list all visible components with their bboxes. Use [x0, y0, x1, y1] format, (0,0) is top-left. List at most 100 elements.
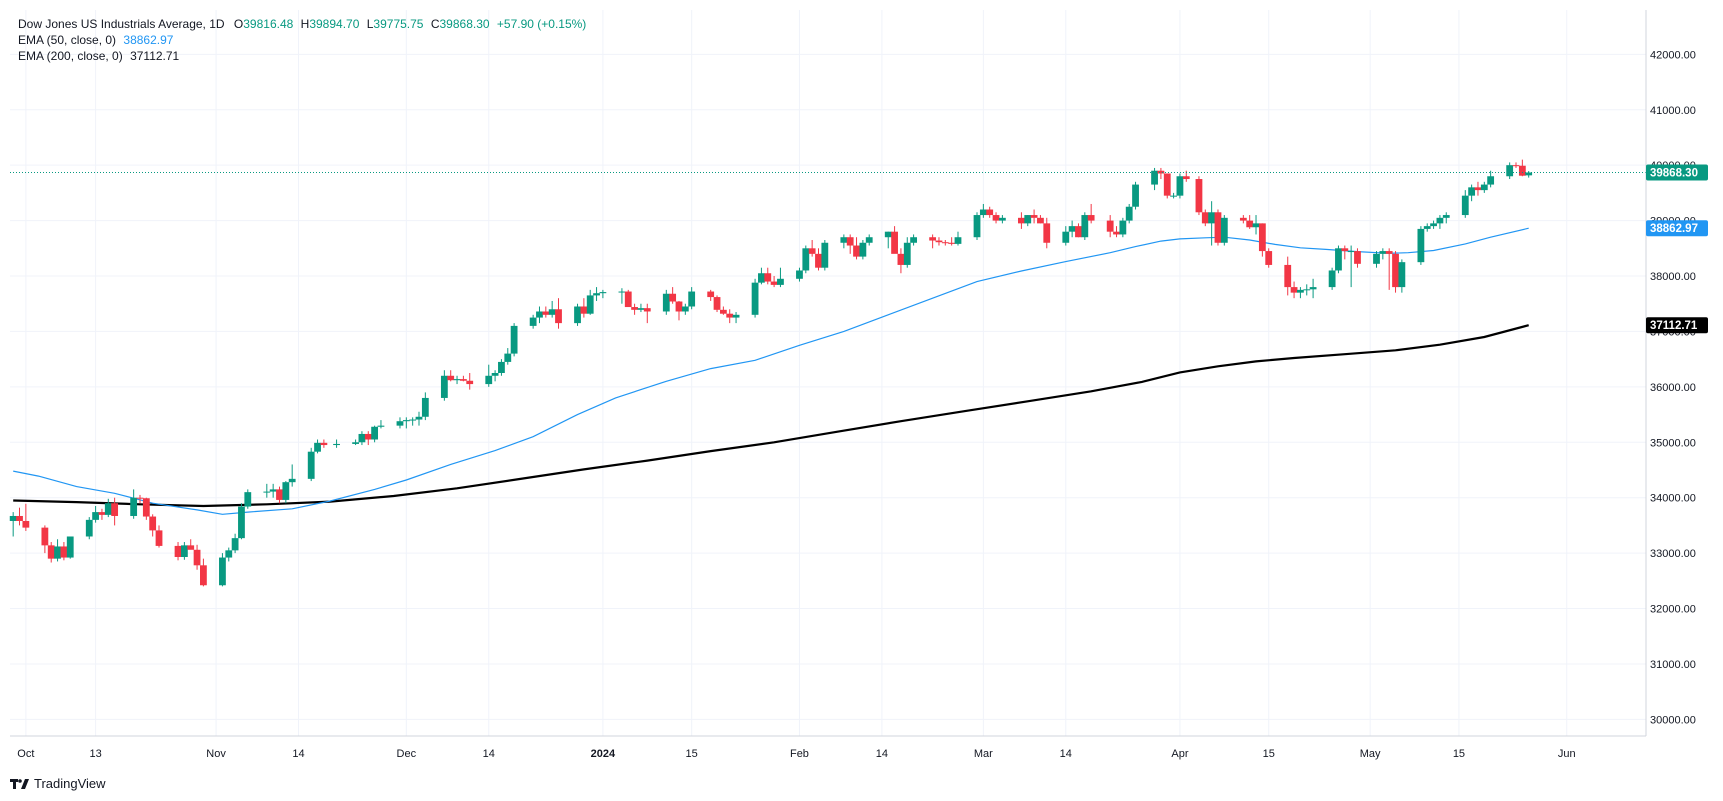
candle [637, 303, 645, 313]
candle [593, 287, 600, 301]
candle-body [92, 512, 100, 520]
candle [1328, 267, 1336, 290]
candle-body [1474, 187, 1482, 191]
candle-body [1252, 223, 1260, 228]
x-tick-label: Oct [17, 748, 34, 760]
ema-200-series [13, 324, 1529, 508]
candle-body [1201, 212, 1209, 224]
candle-body [840, 237, 848, 243]
candle-body [1506, 165, 1514, 177]
candle [193, 544, 201, 570]
candle-body [402, 420, 410, 422]
candle-body [1436, 217, 1444, 224]
time-axis[interactable]: Oct 13 Nov 14 Dec 14 2024 15 Feb 14 Mar 14 Apr 15 May 1… [17, 748, 1575, 760]
candle [504, 348, 512, 365]
candle-body [485, 375, 493, 385]
candle [941, 239, 949, 246]
symbol-name[interactable]: Dow Jones US Industrials Average [18, 17, 203, 31]
candle [948, 237, 956, 246]
y-tick-label: 35000.00 [1650, 437, 1696, 449]
candle-body [1195, 179, 1203, 213]
candle [548, 300, 556, 318]
candle-body [1392, 253, 1399, 288]
candle [333, 439, 340, 448]
last-price-badge-bg [1646, 164, 1708, 181]
candle [98, 508, 106, 520]
candle-body [377, 425, 385, 427]
candle-body [586, 295, 594, 314]
candle [263, 483, 271, 498]
candle-body [371, 426, 379, 440]
candle [307, 447, 315, 482]
candle-body [47, 545, 55, 559]
candle [9, 512, 17, 537]
candle [821, 239, 829, 271]
candle [1246, 215, 1254, 229]
candle [1297, 287, 1304, 299]
x-tick-label: 15 [1263, 748, 1275, 760]
candle-body [466, 380, 474, 385]
candle-body [136, 497, 144, 499]
candle [992, 212, 1000, 224]
candle-body [1106, 220, 1114, 232]
candle [859, 239, 867, 260]
ohlc-high-label: H [300, 17, 310, 31]
candle-body [54, 546, 61, 559]
candle [1417, 226, 1425, 265]
candle-body [41, 527, 49, 546]
candle-body [542, 311, 550, 315]
ema50-legend-row[interactable]: EMA (50, close, 0) 38862.97 [18, 32, 586, 48]
candle [1195, 176, 1203, 216]
ema200-legend-label: EMA (200, close, 0) [18, 49, 123, 63]
candle-body [130, 497, 138, 516]
tradingview-logo[interactable]: TradingView [10, 776, 106, 791]
candle-body [440, 375, 448, 398]
candle [371, 425, 379, 443]
interval-label[interactable]: 1D [209, 17, 225, 31]
candle-body [1512, 165, 1520, 167]
candle [22, 503, 30, 531]
candle [510, 323, 518, 357]
candle [155, 525, 163, 548]
candle [136, 494, 144, 504]
candle [1170, 192, 1177, 199]
candle [104, 498, 112, 518]
candle-body [764, 273, 772, 282]
ema200-legend-row[interactable]: EMA (200, close, 0) 37112.71 [18, 48, 586, 64]
candle [41, 525, 49, 554]
candle-body [1354, 251, 1361, 264]
ohlc-low-value: 39775.75 [373, 17, 424, 31]
candle [1024, 215, 1032, 227]
grid-lines [10, 10, 1646, 736]
x-tick-label: May [1360, 748, 1381, 760]
candle-body [846, 237, 854, 246]
candle [1075, 223, 1082, 238]
x-tick-label: 15 [686, 748, 698, 760]
candle [631, 303, 638, 315]
candle-body [219, 557, 226, 586]
candle [1265, 248, 1273, 268]
candle-body [853, 245, 860, 257]
candle [986, 206, 994, 218]
candle [1151, 167, 1158, 191]
candle [1518, 159, 1526, 177]
candle-body [719, 309, 727, 314]
candle [1335, 245, 1342, 274]
ema-200-badge-text: 37112.71 [1650, 320, 1698, 332]
candle-body [22, 520, 30, 528]
candle-body [548, 309, 556, 315]
candle-body [631, 307, 638, 310]
candle-body [149, 516, 157, 531]
candle-body [333, 443, 340, 446]
candle-body [498, 361, 505, 373]
candle-body [643, 308, 651, 312]
x-tick-label: Nov [206, 748, 226, 760]
price-axis[interactable]: 42000.0041000.0040000.0039000.0038000.00… [1650, 49, 1696, 726]
ohlc-close-label: C [430, 17, 440, 31]
candle [1157, 167, 1165, 180]
candle-body [263, 491, 271, 493]
candle [903, 237, 911, 268]
candle [662, 289, 670, 315]
candle [85, 517, 93, 540]
